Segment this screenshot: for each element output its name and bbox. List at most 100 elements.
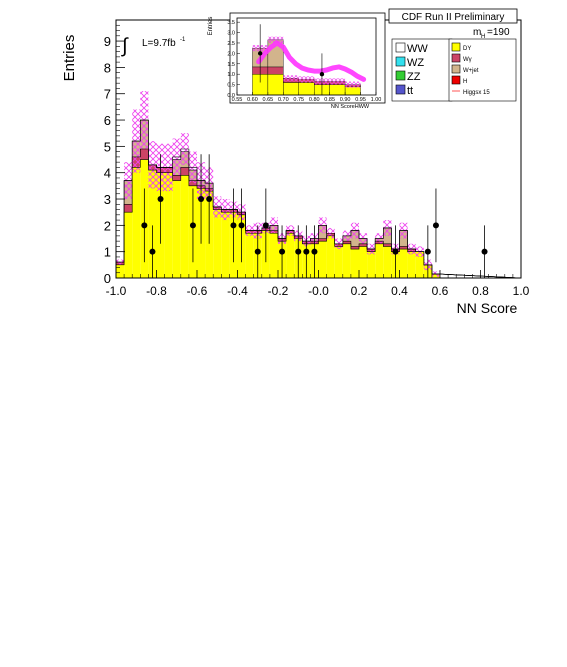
legend-swatch-2 [451, 64, 461, 74]
bar-dy-0 [116, 264, 125, 278]
bar-wgamma-30 [359, 243, 368, 247]
y-tick-label-5: 5 [104, 139, 111, 154]
inset-x-tick-label-6: 0.85 [324, 97, 335, 103]
lumi-text: L=9.7fb [142, 38, 176, 49]
legend: WW WZ ZZ tt DY Wγ W+jet H Higgsx 15 [391, 38, 517, 102]
x-tick-label-6: 0.2 [351, 284, 368, 298]
bar-dy-32 [375, 243, 384, 278]
y-tick-label-7: 7 [104, 87, 111, 102]
svg-text:m: m [473, 27, 481, 38]
inset-higgs-line [256, 40, 367, 82]
data-point-16 [432, 222, 439, 229]
inset-y-tick-label-5: 2.5 [227, 41, 235, 47]
x-tick-label-3: -0.4 [227, 284, 248, 298]
legend-label-right-2: W+jet [463, 68, 479, 74]
inset-x-tick-label-0: 0.55 [232, 97, 243, 103]
stack-outline [115, 119, 522, 279]
y-tick-label-0: 0 [104, 271, 111, 286]
data-point-8 [254, 248, 261, 255]
bar-wgamma-25 [318, 238, 327, 242]
bar-dy-4 [148, 170, 157, 278]
y-tick-label-6: 6 [104, 113, 111, 128]
inset-y-tick-label-0: 0.0 [227, 93, 235, 99]
inset-data-points [257, 24, 325, 95]
bar-dy-28 [342, 243, 351, 278]
bar-wgamma-3 [140, 149, 149, 160]
outline-other [115, 119, 522, 279]
legend-label-ww: WW [407, 43, 428, 55]
bar-dy-33 [383, 246, 392, 278]
luminosity-label: ∫ L=9.7fb -1 [121, 35, 186, 57]
x-tick-label-10: 1.0 [513, 284, 530, 298]
bar-dy-19 [269, 233, 278, 278]
data-point-17 [481, 248, 488, 255]
data-point-3 [189, 222, 196, 229]
inset-higgs-curve [256, 40, 367, 82]
inset-y-tick-label-1: 0.5 [227, 83, 235, 89]
bar-dy-29 [350, 249, 359, 278]
legend-label-right-4: Higgsx 15 [463, 90, 490, 96]
x-tick-label-9: 0.8 [472, 284, 489, 298]
inset-plot: 0.55 0.60 0.65 0.70 0.75 0.80 0.85 0.90 0.95 1.00… [208, 12, 386, 110]
bar-dy-36 [407, 251, 416, 278]
inset-uncertainty-3 [283, 75, 299, 82]
bar-dy-25 [318, 241, 327, 278]
mass-label: m H =190 [473, 27, 510, 40]
inset-x-tick-label-7: 0.90 [340, 97, 351, 103]
bar-dy-26 [326, 235, 335, 278]
legend-swatch-tt [395, 84, 406, 95]
y-tick-label-9: 9 [104, 34, 111, 49]
inset-y-tick-label-3: 1.5 [227, 62, 235, 68]
inset-uncertainty-4 [298, 76, 315, 83]
inset-x-tick-label-5: 0.80 [309, 97, 320, 103]
bar-dy-21 [286, 233, 295, 278]
chart-title: CDF Run II Preliminary [402, 12, 505, 23]
data-point-6 [230, 222, 237, 229]
bar-dy-12 [213, 209, 222, 278]
bar-wgamma-33 [383, 243, 392, 247]
data-point-5 [206, 196, 213, 203]
legend-swatch-3 [451, 75, 461, 85]
inset-x-tick-label-9: 1.00 [371, 97, 382, 103]
data-point-0 [141, 222, 148, 229]
data-point-4 [198, 196, 205, 203]
inset-bar-dy-7 [344, 86, 361, 96]
legend-label-right-0: DY [463, 46, 471, 52]
x-tick-label-4: -0.2 [268, 284, 289, 298]
bar-wgamma-35 [399, 246, 408, 250]
legend-swatch-zz [395, 70, 406, 81]
inset-y-tick-label-6: 3.0 [227, 31, 235, 37]
outline-dy [115, 159, 522, 279]
y-tick-label-8: 8 [104, 60, 111, 75]
x-tick-label-5: -0.0 [308, 284, 329, 298]
inset-bar-dy-4 [298, 82, 315, 96]
integral-symbol: ∫ [121, 35, 129, 57]
data-point-14 [392, 248, 399, 255]
inset-bar-dy-2 [267, 73, 284, 96]
bar-dy-1 [124, 212, 133, 278]
inset-x-tick-label-4: 0.75 [293, 97, 304, 103]
inset-y-tick-label-7: 3.5 [227, 20, 235, 26]
inset-bar-dy-3 [283, 82, 299, 96]
y-tick-label-1: 1 [104, 245, 111, 260]
inset-x-tick-label-1: 0.60 [247, 97, 258, 103]
inset-frame [236, 17, 377, 96]
data-point-2 [157, 196, 164, 203]
bar-wgamma-29 [350, 246, 359, 250]
inset-y-tick-label-4: 2.0 [227, 51, 235, 57]
inset-uncertainty-6 [329, 78, 346, 85]
bar-dy-31 [367, 251, 376, 278]
x-tick-label-7: 0.4 [391, 284, 408, 298]
inset-uncertainty-2 [267, 36, 284, 43]
legend-swatch-wz [395, 56, 406, 67]
data-point-10 [279, 248, 286, 255]
data-point-7 [238, 222, 245, 229]
inset-x-tick-label-2: 0.65 [263, 97, 274, 103]
inset-bar-wgamma-2 [267, 66, 284, 75]
y-tick-label-3: 3 [104, 192, 111, 207]
lumi-exponent: -1 [180, 37, 186, 43]
data-point-13 [311, 248, 318, 255]
data-point-15 [424, 248, 431, 255]
inset-uncertainty-7 [345, 81, 361, 88]
bar-dy-27 [334, 246, 343, 278]
